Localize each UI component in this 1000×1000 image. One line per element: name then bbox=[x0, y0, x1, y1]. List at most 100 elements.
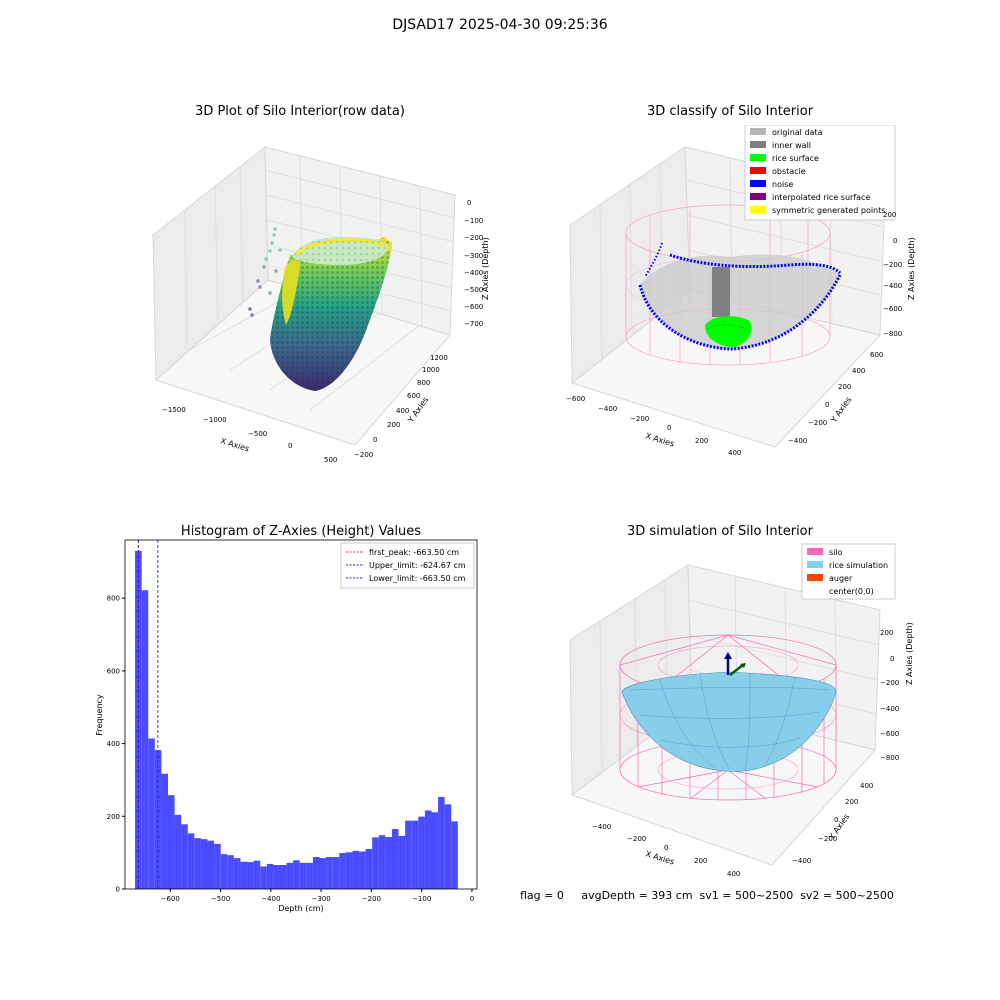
histogram-x-ticks: −600 −500 −400 −300 −200 −100 0 bbox=[161, 889, 474, 903]
histogram-axes-frame bbox=[124, 539, 478, 890]
panel1-3d-plot[interactable]: −1500 −1000 −500 0 500 X Axies −200 0 20… bbox=[100, 125, 500, 470]
x-tick-label: −100 bbox=[412, 895, 431, 903]
panel1-ztick: −200 bbox=[464, 234, 483, 242]
panel2-ytick: −400 bbox=[788, 437, 807, 445]
panel1-ytick: 1200 bbox=[430, 354, 448, 362]
histogram-bar bbox=[240, 861, 248, 889]
x-tick-label: −200 bbox=[362, 895, 381, 903]
histogram-bar bbox=[167, 795, 175, 889]
histogram-bar bbox=[154, 750, 162, 889]
legend-label: inner wall bbox=[772, 141, 811, 150]
histogram-y-ticks: 0 200 400 600 800 bbox=[107, 595, 125, 894]
histogram-bar bbox=[220, 854, 228, 889]
y-tick-label: 200 bbox=[107, 813, 120, 821]
histogram-bar bbox=[286, 862, 294, 889]
panel1-title: 3D Plot of Silo Interior(row data) bbox=[195, 104, 405, 119]
panel3-title: Histogram of Z-Axies (Height) Values bbox=[180, 524, 422, 539]
histogram-bar bbox=[141, 590, 149, 889]
panel4-xlabel: X Axies bbox=[644, 849, 675, 866]
panel1-xtick: −1000 bbox=[203, 416, 227, 424]
histogram-bar bbox=[148, 738, 155, 889]
legend-swatch-inner-wall bbox=[750, 141, 766, 148]
legend-swatch-auger bbox=[807, 574, 823, 581]
legend-label: obstacle bbox=[772, 167, 806, 176]
legend-label: silo bbox=[829, 548, 843, 557]
panel2-ztick: −600 bbox=[883, 305, 902, 313]
panel2-ztick: 200 bbox=[883, 211, 896, 219]
legend-upper-limit: Upper_limit: -624.67 cm bbox=[369, 561, 466, 570]
histogram-bar bbox=[385, 837, 392, 889]
panel2-ytick: −200 bbox=[808, 419, 827, 427]
histogram-bar bbox=[345, 852, 353, 889]
legend-label: noise bbox=[772, 180, 793, 189]
histogram-bar bbox=[438, 797, 445, 889]
histogram-bar bbox=[424, 810, 432, 889]
legend-label: rice simulation bbox=[829, 561, 888, 570]
panel2-ytick: 0 bbox=[825, 401, 829, 409]
legend-label: center(0,0) bbox=[829, 587, 874, 596]
histogram-bar bbox=[306, 862, 313, 889]
panel2-xtick: −400 bbox=[598, 405, 617, 413]
histogram-bar bbox=[194, 838, 201, 889]
histogram-bar bbox=[260, 866, 267, 889]
histogram-bar bbox=[418, 816, 425, 889]
legend-swatch-rice-simulation bbox=[807, 561, 823, 568]
histogram-bar bbox=[266, 863, 274, 889]
panel1-xlabel: X Axies bbox=[219, 436, 250, 453]
panel2-ztick: −400 bbox=[883, 282, 902, 290]
panel2-xtick: 200 bbox=[695, 437, 708, 445]
panel1-ztick: −300 bbox=[464, 252, 483, 260]
histogram-bar bbox=[326, 857, 333, 889]
legend-swatch-rice-surface bbox=[750, 154, 766, 161]
panel1-xtick: 500 bbox=[324, 456, 337, 464]
panel2-xtick: −200 bbox=[630, 415, 649, 423]
x-tick-label: 0 bbox=[470, 895, 474, 903]
histogram-bar bbox=[378, 835, 386, 889]
histogram-bar bbox=[273, 865, 280, 889]
panel1-ytick: −200 bbox=[354, 451, 373, 459]
panel1-ztick: −100 bbox=[464, 217, 483, 225]
y-tick-label: 800 bbox=[107, 595, 120, 603]
panel3-histogram[interactable]: −600 −500 −400 −300 −200 −100 0 0200400600800 … bbox=[80, 535, 490, 920]
panel4-ztick: 200 bbox=[880, 629, 893, 637]
panel1-ytick: 0 bbox=[373, 436, 377, 444]
histogram-bar bbox=[352, 850, 360, 889]
histogram-bar bbox=[293, 860, 300, 889]
panel2-3d-plot[interactable]: original data inner wall rice surface ob… bbox=[540, 125, 930, 470]
histogram-bars bbox=[135, 550, 458, 889]
panel2-xtick: 400 bbox=[728, 449, 741, 457]
histogram-bar bbox=[365, 849, 373, 889]
legend-first-peak: first_peak: -663.50 cm bbox=[369, 548, 459, 557]
panel1-xtick: −500 bbox=[248, 430, 267, 438]
panel2-xlabel: X Axies bbox=[644, 431, 675, 448]
legend-swatch-obstacle bbox=[750, 167, 766, 174]
auger-icon bbox=[724, 652, 746, 676]
panel1-zlabel: Z Axies (Depth) bbox=[481, 237, 490, 300]
panel1-ytick: 400 bbox=[396, 407, 409, 415]
histogram-bar bbox=[319, 858, 327, 889]
histogram-bar bbox=[299, 862, 307, 889]
panel1-xtick: 0 bbox=[288, 442, 292, 450]
panel2-ztick: −800 bbox=[883, 330, 902, 338]
panel1-ztick: 0 bbox=[467, 199, 471, 207]
panel2-ztick: −200 bbox=[883, 261, 902, 269]
histogram-ylabel: Frequency bbox=[95, 694, 104, 736]
histogram-bar bbox=[391, 829, 399, 889]
histogram-bar bbox=[279, 865, 287, 889]
panel1-outliers bbox=[248, 227, 282, 317]
x-tick-label: −600 bbox=[161, 895, 180, 903]
histogram-bar bbox=[411, 820, 419, 889]
panel4-3d-plot[interactable]: silo rice simulation auger center(0,0) −… bbox=[540, 540, 930, 880]
legend-swatch-symmetric bbox=[750, 206, 766, 213]
panel1-ytick: 1000 bbox=[422, 366, 440, 374]
panel4-xtick: 0 bbox=[664, 844, 668, 852]
x-tick-label: −300 bbox=[311, 895, 330, 903]
legend-label: interpolated rice surface bbox=[772, 193, 870, 202]
histogram-bar bbox=[339, 853, 346, 889]
histogram-vlines bbox=[137, 540, 159, 889]
legend-label: rice surface bbox=[772, 154, 819, 163]
histogram-bar bbox=[405, 820, 412, 889]
histogram-bar bbox=[398, 835, 406, 889]
panel2-zlabel: Z Axies (Depth) bbox=[907, 237, 916, 300]
panel4-ytick: 200 bbox=[845, 798, 858, 806]
